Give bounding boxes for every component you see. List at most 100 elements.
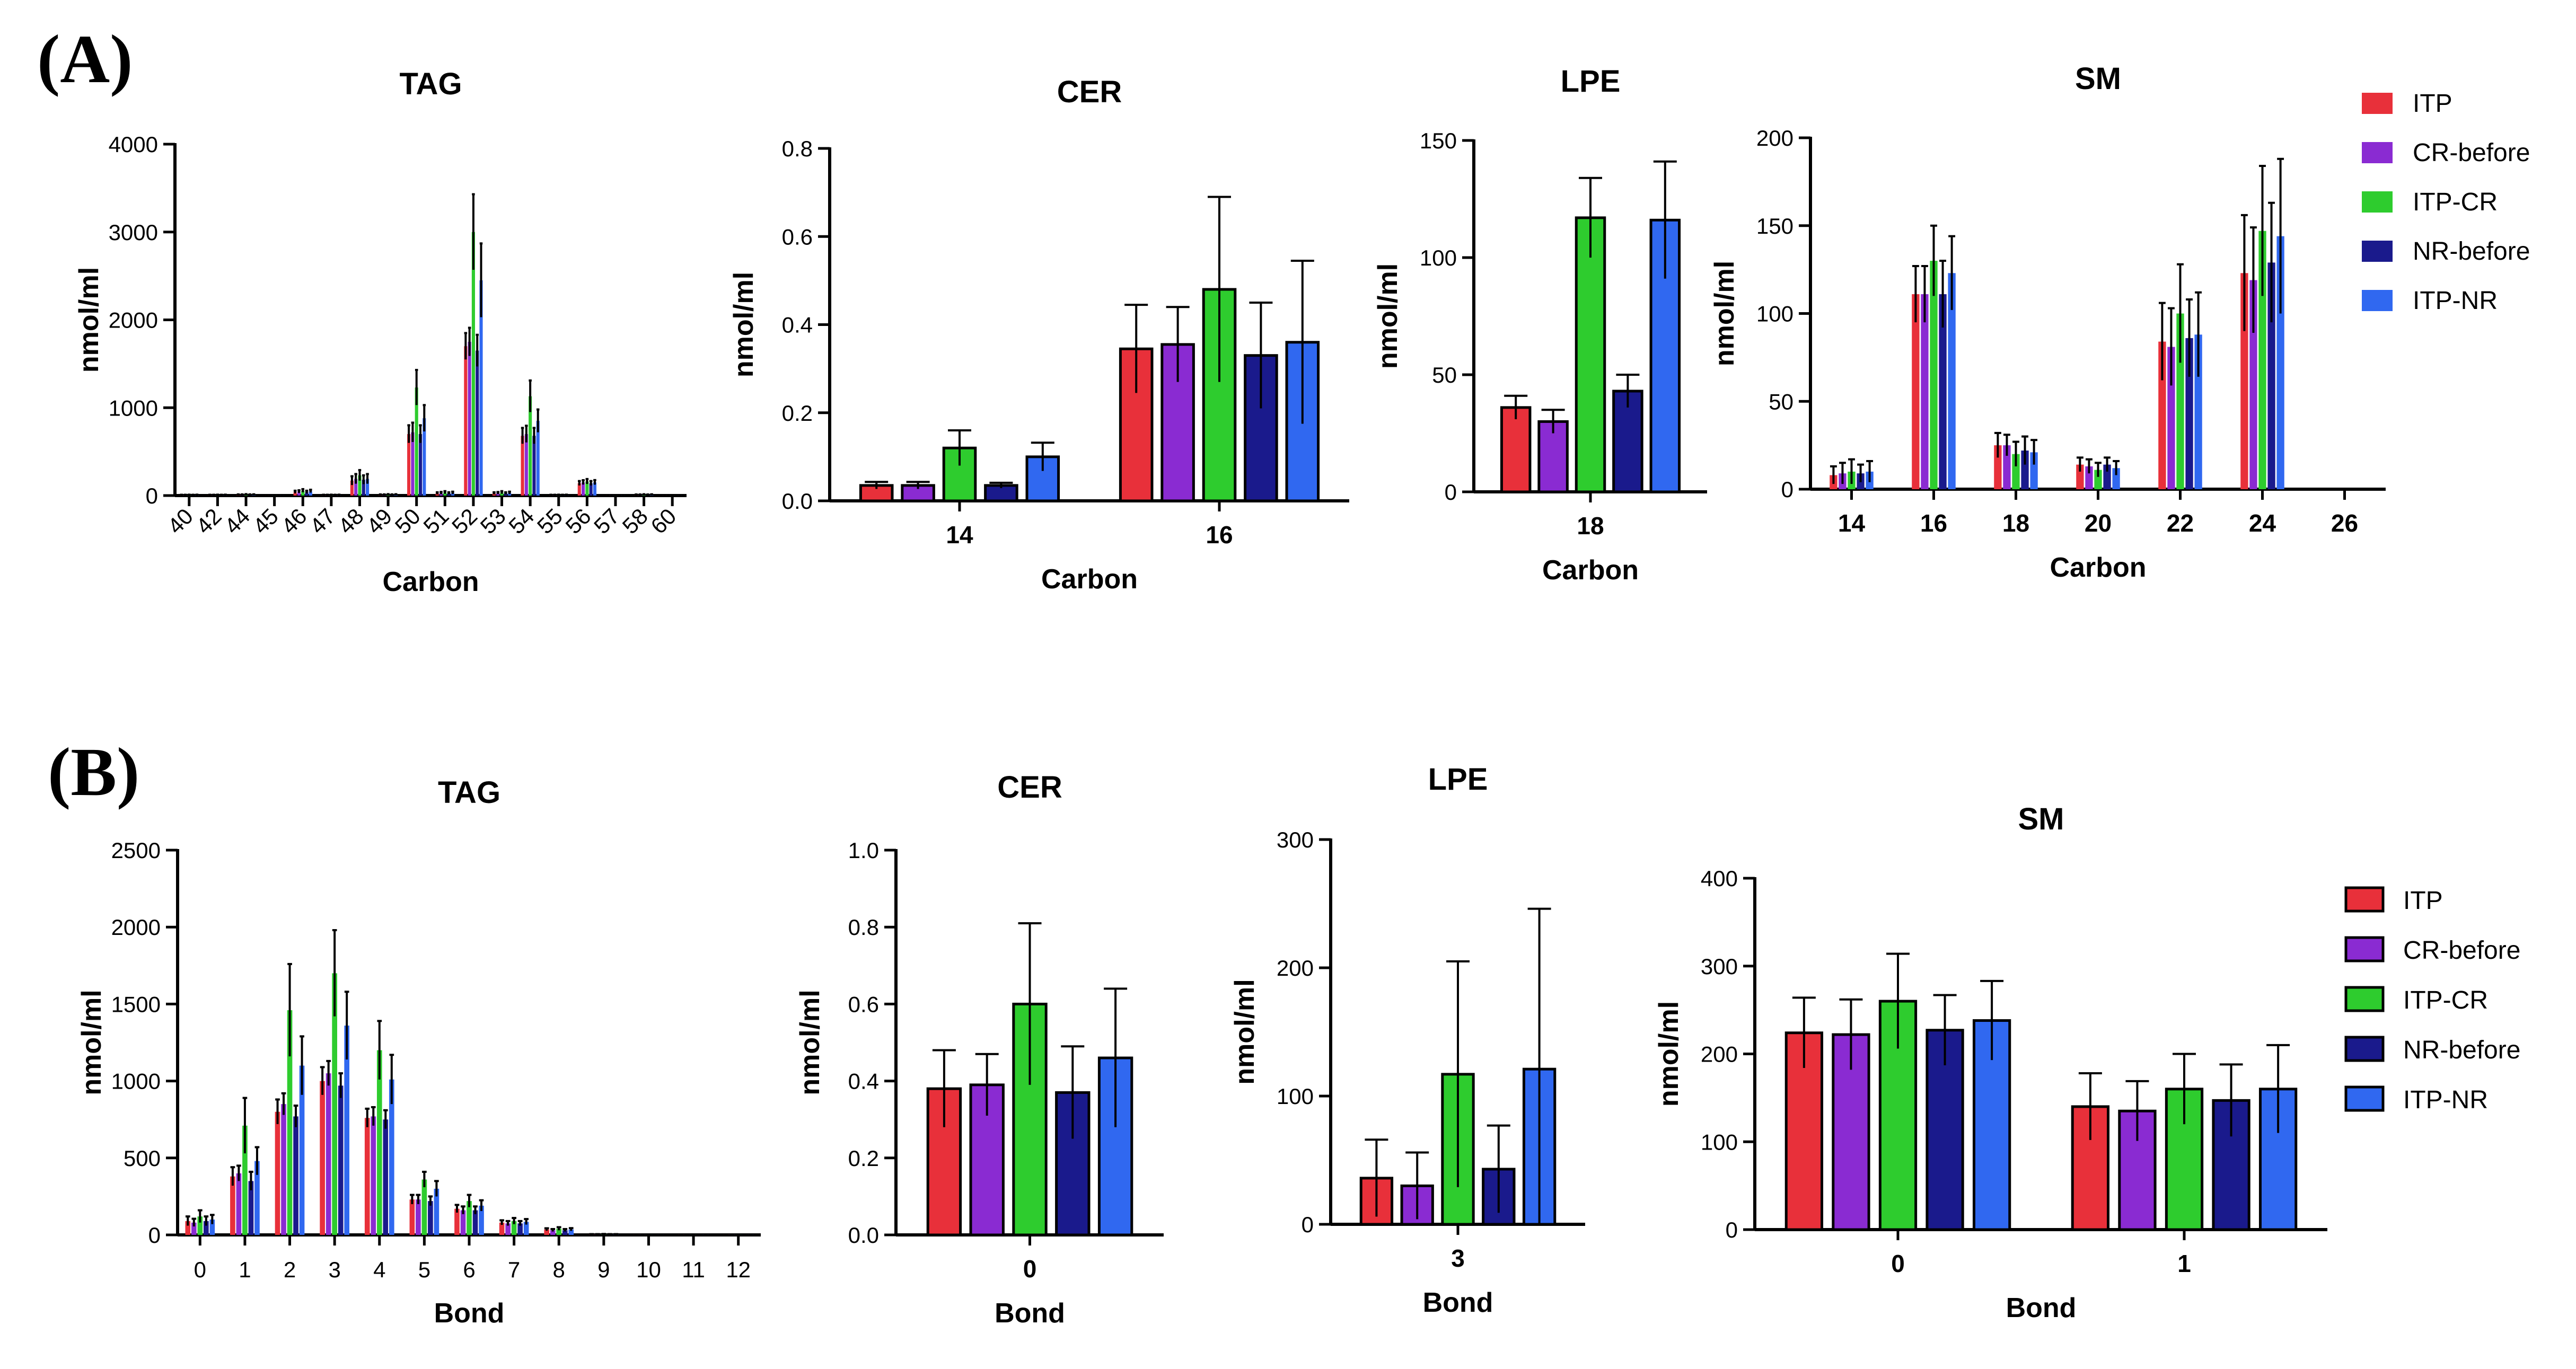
legend-swatch bbox=[2344, 1036, 2385, 1062]
bar bbox=[2003, 445, 2011, 489]
legend-swatch bbox=[2344, 1085, 2385, 1112]
y-axis-label: nmol/ml bbox=[1709, 261, 1740, 366]
x-axis-label: Bond bbox=[995, 1298, 1065, 1329]
bar bbox=[354, 479, 358, 496]
legend-swatch bbox=[2344, 886, 2385, 913]
bar bbox=[499, 1222, 505, 1235]
bar bbox=[439, 493, 443, 496]
x-axis-label: Carbon bbox=[2050, 552, 2147, 583]
bar bbox=[529, 396, 532, 496]
bar bbox=[376, 1050, 382, 1235]
x-axis-label: Carbon bbox=[1041, 564, 1138, 595]
bar bbox=[389, 1079, 394, 1235]
bar bbox=[508, 493, 512, 496]
panel-label-a: (A) bbox=[37, 21, 133, 98]
y-tick-label: 0.8 bbox=[782, 136, 813, 161]
bar bbox=[504, 493, 507, 496]
legend-label: ITP-NR bbox=[2403, 1086, 2488, 1114]
x-axis-label: Carbon bbox=[1542, 555, 1639, 586]
legend-swatch bbox=[2362, 142, 2393, 163]
x-tick-label: 11 bbox=[682, 1257, 705, 1282]
bar bbox=[344, 1026, 350, 1235]
bar bbox=[197, 1216, 203, 1235]
panel-label-b: (B) bbox=[48, 734, 139, 810]
x-tick-label: 3 bbox=[328, 1257, 340, 1282]
x-tick-label: 1 bbox=[2177, 1250, 2191, 1277]
bar bbox=[479, 1205, 484, 1235]
bar bbox=[350, 480, 354, 496]
bar bbox=[423, 418, 426, 496]
y-tick-label: 2000 bbox=[109, 308, 158, 333]
bar bbox=[2094, 470, 2102, 489]
y-tick-label: 300 bbox=[1277, 827, 1314, 852]
bar bbox=[2030, 452, 2038, 489]
bar bbox=[1939, 294, 1947, 489]
chart-a-tag: TAG01000200030004000nmol/ml4042444546474… bbox=[74, 67, 687, 597]
bar bbox=[1500, 406, 1532, 493]
x-tick-label: 2 bbox=[284, 1257, 296, 1282]
y-axis-label: nmol/ml bbox=[1373, 263, 1403, 369]
chart-title: SM bbox=[2075, 61, 2121, 96]
y-tick-label: 50 bbox=[1769, 389, 1793, 414]
x-tick-label: 14 bbox=[946, 521, 973, 549]
y-tick-label: 0.0 bbox=[848, 1223, 879, 1248]
bar bbox=[521, 436, 524, 496]
legend-swatch bbox=[2362, 191, 2393, 213]
legend-label: NR-before bbox=[2403, 1036, 2520, 1064]
x-tick-label: 18 bbox=[1577, 512, 1604, 540]
bar bbox=[524, 434, 528, 496]
bar bbox=[2194, 334, 2202, 489]
legend-label: ITP-CR bbox=[2413, 188, 2498, 216]
y-tick-label: 0.0 bbox=[782, 489, 813, 514]
bar bbox=[248, 1181, 254, 1235]
legend-swatch bbox=[2344, 936, 2385, 962]
x-tick-label: 26 bbox=[2331, 509, 2358, 537]
bar bbox=[365, 479, 370, 496]
legend-label: CR-before bbox=[2403, 937, 2520, 965]
y-tick-label: 1.0 bbox=[848, 838, 879, 863]
bar bbox=[209, 1219, 215, 1235]
y-axis-label: nmol/ml bbox=[76, 990, 107, 1095]
x-tick-label: 4 bbox=[373, 1257, 385, 1282]
bar bbox=[293, 1116, 298, 1235]
x-tick-label: 16 bbox=[1206, 521, 1233, 549]
bar bbox=[287, 1010, 293, 1235]
bar bbox=[464, 346, 468, 496]
chart-a-lpe: LPE 0 50 100 150 nmol/ml 18 Carbon bbox=[1373, 64, 1707, 586]
y-tick-label: 0 bbox=[146, 483, 158, 508]
bar bbox=[416, 1199, 421, 1235]
bar bbox=[191, 1222, 197, 1235]
bar bbox=[428, 1201, 433, 1235]
x-tick-label: 5 bbox=[418, 1257, 430, 1282]
bar bbox=[492, 493, 496, 496]
bar bbox=[435, 493, 439, 496]
y-tick-label: 0.2 bbox=[782, 401, 813, 426]
legend-b: ITP CR-before ITP-CR NR-before ITP-NR bbox=[2344, 886, 2520, 1114]
chart-b-lpe: LPE 0 100 200 300 nmol/ml 3 Bond bbox=[1229, 762, 1585, 1318]
bar bbox=[2240, 273, 2248, 489]
x-tick-label: 14 bbox=[1838, 509, 1866, 537]
bar bbox=[476, 350, 479, 496]
bar bbox=[568, 1229, 574, 1235]
y-axis-label: nmol/ml bbox=[795, 990, 825, 1095]
x-tick-label: 8 bbox=[553, 1257, 565, 1282]
bar bbox=[421, 1179, 427, 1235]
y-tick-label: 100 bbox=[1701, 1129, 1738, 1154]
bar bbox=[301, 490, 305, 496]
bar bbox=[409, 1199, 415, 1235]
bar bbox=[1921, 294, 1929, 489]
bar bbox=[411, 432, 415, 496]
bar bbox=[320, 1081, 325, 1235]
bar bbox=[297, 491, 301, 496]
y-axis-label: nmol/ml bbox=[728, 272, 759, 377]
charts: TAG01000200030004000nmol/ml4042444546474… bbox=[74, 61, 2386, 1329]
bar bbox=[254, 1161, 260, 1235]
y-tick-label: 1000 bbox=[111, 1069, 161, 1094]
x-tick-label: 0 bbox=[194, 1257, 206, 1282]
legend-swatch bbox=[2362, 93, 2393, 114]
chart-b-cer: CER 0.0 0.2 0.4 0.6 0.8 1.0 nmol/ml 0 Bond bbox=[795, 770, 1164, 1329]
x-axis-label: Carbon bbox=[383, 567, 479, 597]
bar bbox=[479, 280, 483, 496]
x-tick-label: 9 bbox=[597, 1257, 610, 1282]
legend-label: NR-before bbox=[2413, 237, 2530, 266]
